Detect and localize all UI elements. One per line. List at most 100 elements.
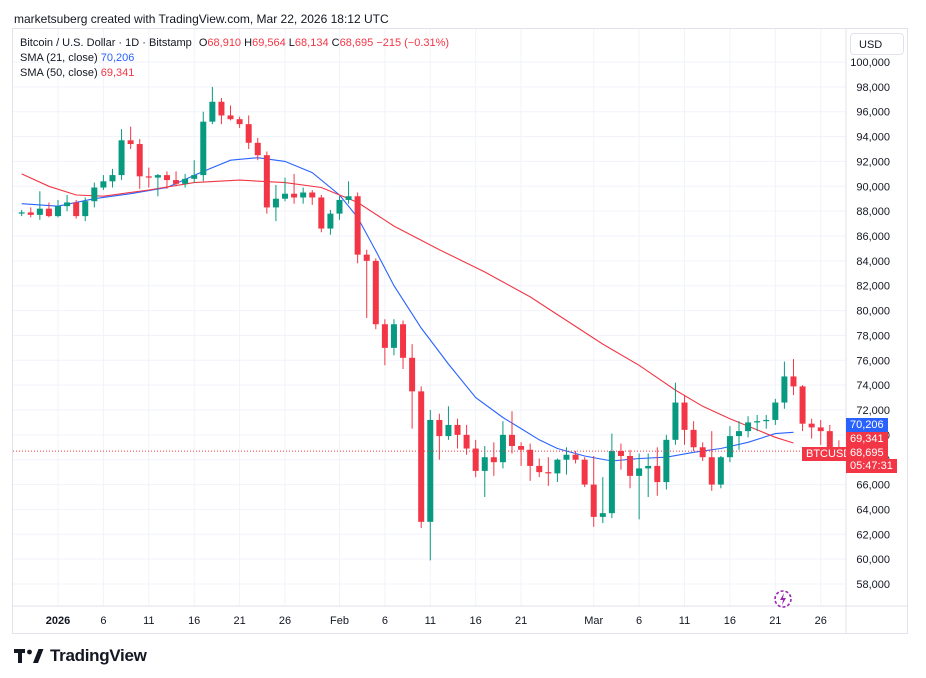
legend-high-label: H	[244, 37, 253, 49]
candle-body	[218, 101, 225, 116]
candle	[345, 181, 352, 204]
y-tick-label: 82,000	[856, 281, 890, 293]
candle-body	[45, 208, 52, 217]
candle	[481, 446, 488, 497]
candle	[272, 185, 279, 222]
moving-averages	[21, 157, 794, 462]
candle-body	[654, 465, 661, 483]
candle-body	[436, 419, 443, 437]
candle	[808, 418, 815, 439]
legend-sma50-row[interactable]: SMA (50, close) 69,341	[20, 66, 449, 81]
candle	[490, 442, 497, 476]
candle	[690, 421, 697, 452]
candle-body	[245, 124, 252, 143]
candle-body	[627, 455, 634, 476]
candle-body	[581, 459, 588, 485]
candle	[436, 413, 443, 460]
candle	[545, 457, 552, 486]
candle	[254, 137, 261, 161]
x-tick-label: 16	[470, 615, 482, 627]
tradingview-logo-icon	[14, 649, 44, 663]
candle	[182, 173, 189, 188]
candle-body	[499, 434, 506, 463]
candle-body	[163, 175, 170, 181]
candle	[227, 105, 234, 121]
candle-body	[590, 484, 597, 517]
ticker-badge: BTCUSD	[802, 447, 856, 461]
candle-body	[427, 419, 434, 522]
candle	[136, 139, 143, 189]
candle	[781, 361, 788, 409]
candle	[608, 433, 615, 519]
candle-body	[527, 449, 534, 466]
y-tick-label: 78,000	[856, 330, 890, 342]
legend-symbol-row: Bitcoin / U.S. Dollar · 1D · Bitstamp O6…	[20, 36, 449, 51]
candle-body	[91, 187, 98, 202]
y-tick-label: 96,000	[856, 107, 890, 119]
candle-body	[109, 175, 116, 182]
y-tick-label: 66,000	[856, 480, 890, 492]
legend-sma50-label: SMA (50, close)	[20, 67, 98, 79]
candle-body	[200, 121, 207, 176]
candle	[454, 418, 461, 449]
candle-body	[563, 454, 570, 460]
candle	[36, 191, 43, 220]
candle-body	[608, 451, 615, 514]
candle-body	[236, 119, 243, 125]
legend-open-label: O	[198, 37, 208, 49]
candle	[127, 126, 134, 149]
candle	[790, 359, 797, 396]
candle	[209, 86, 216, 125]
candle-body	[300, 192, 307, 198]
y-tick-label: 84,000	[856, 256, 890, 268]
candle-body	[781, 376, 788, 403]
candle	[55, 199, 61, 218]
sma50-line	[21, 173, 794, 444]
candle	[318, 194, 325, 233]
candle	[418, 386, 425, 529]
candle	[736, 421, 742, 450]
candle-body	[127, 140, 134, 145]
tradingview-logo[interactable]: TradingView	[14, 646, 147, 666]
candle	[18, 209, 25, 217]
currency-button[interactable]: USD	[850, 33, 904, 55]
candle	[218, 98, 225, 125]
candle	[590, 455, 597, 527]
candle	[663, 434, 670, 490]
candle	[45, 202, 52, 218]
go-to-realtime-icon[interactable]	[772, 588, 794, 610]
candle	[400, 320, 407, 369]
candle	[554, 458, 561, 483]
candle-body	[272, 198, 279, 208]
y-tick-label: 88,000	[856, 206, 890, 218]
candle-body	[191, 175, 198, 179]
candle	[409, 344, 416, 429]
candle	[154, 173, 161, 197]
candle-body	[390, 324, 397, 348]
candle	[745, 416, 752, 438]
x-tick-label: 16	[188, 615, 200, 627]
candle	[499, 421, 506, 469]
countdown-badge: 05:47:31	[846, 459, 897, 473]
candle-body	[363, 254, 370, 261]
legend-close-label: C	[331, 37, 340, 49]
candle-body	[790, 376, 797, 387]
candle	[309, 190, 316, 205]
candle-body	[545, 472, 552, 474]
candle	[363, 249, 370, 319]
candle	[717, 455, 724, 489]
candle	[73, 199, 80, 219]
candle-body	[254, 142, 261, 156]
legend-sma21-row[interactable]: SMA (21, close) 70,206	[20, 51, 449, 66]
legend-low-value: 68,134	[294, 37, 329, 49]
candle-body	[118, 140, 125, 176]
candle-body	[617, 451, 624, 456]
candle-body	[64, 202, 71, 207]
y-tick-label: 58,000	[856, 579, 890, 591]
tradingview-logo-text: TradingView	[50, 646, 147, 665]
sma21-price-badge: 70,206	[846, 418, 888, 432]
candle-body	[472, 448, 479, 471]
candle	[109, 168, 116, 188]
candle-body	[381, 324, 388, 348]
